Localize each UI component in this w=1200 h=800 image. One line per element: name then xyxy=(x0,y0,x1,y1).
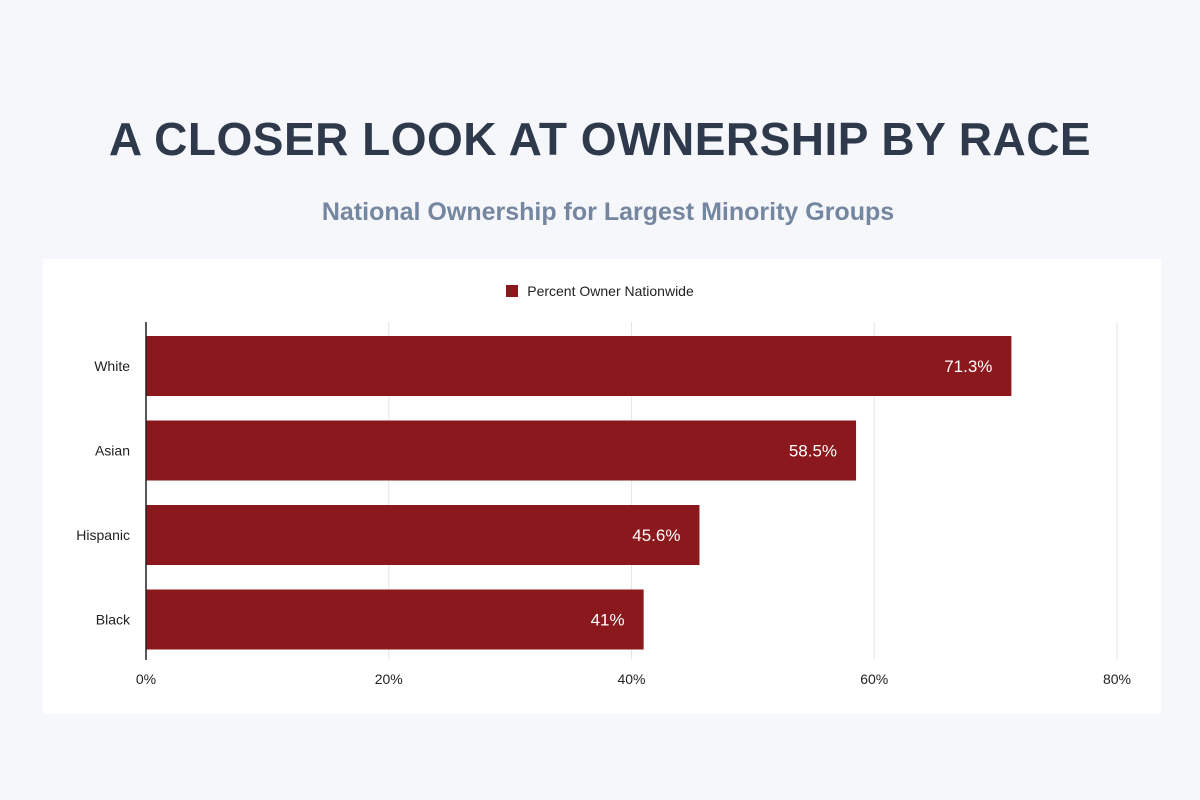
bar-value-label: 41% xyxy=(591,611,625,630)
bar xyxy=(146,589,644,650)
x-tick-label: 40% xyxy=(617,671,645,687)
bar-value-label: 45.6% xyxy=(632,526,680,545)
y-tick-label: Asian xyxy=(95,443,130,459)
bar xyxy=(146,420,857,481)
y-tick-label: White xyxy=(94,358,130,374)
bar-value-label: 58.5% xyxy=(789,442,837,461)
bar xyxy=(146,505,700,565)
chart-legend: Percent Owner Nationwide xyxy=(0,283,1200,299)
legend-swatch xyxy=(506,285,519,297)
x-tick-label: 80% xyxy=(1103,671,1131,687)
page-subtitle: National Ownership for Largest Minority … xyxy=(321,198,895,226)
x-tick-label: 0% xyxy=(136,671,156,687)
x-tick-label: 60% xyxy=(860,671,888,687)
y-tick-label: Hispanic xyxy=(76,527,130,543)
page-title: A CLOSER LOOK AT OWNERSHIP BY RACE xyxy=(108,113,1092,165)
legend-label: Percent Owner Nationwide xyxy=(527,283,694,299)
bar xyxy=(146,336,1012,396)
y-tick-label: Black xyxy=(96,612,131,628)
x-tick-label: 20% xyxy=(375,671,403,687)
bar-value-label: 71.3% xyxy=(944,357,992,376)
